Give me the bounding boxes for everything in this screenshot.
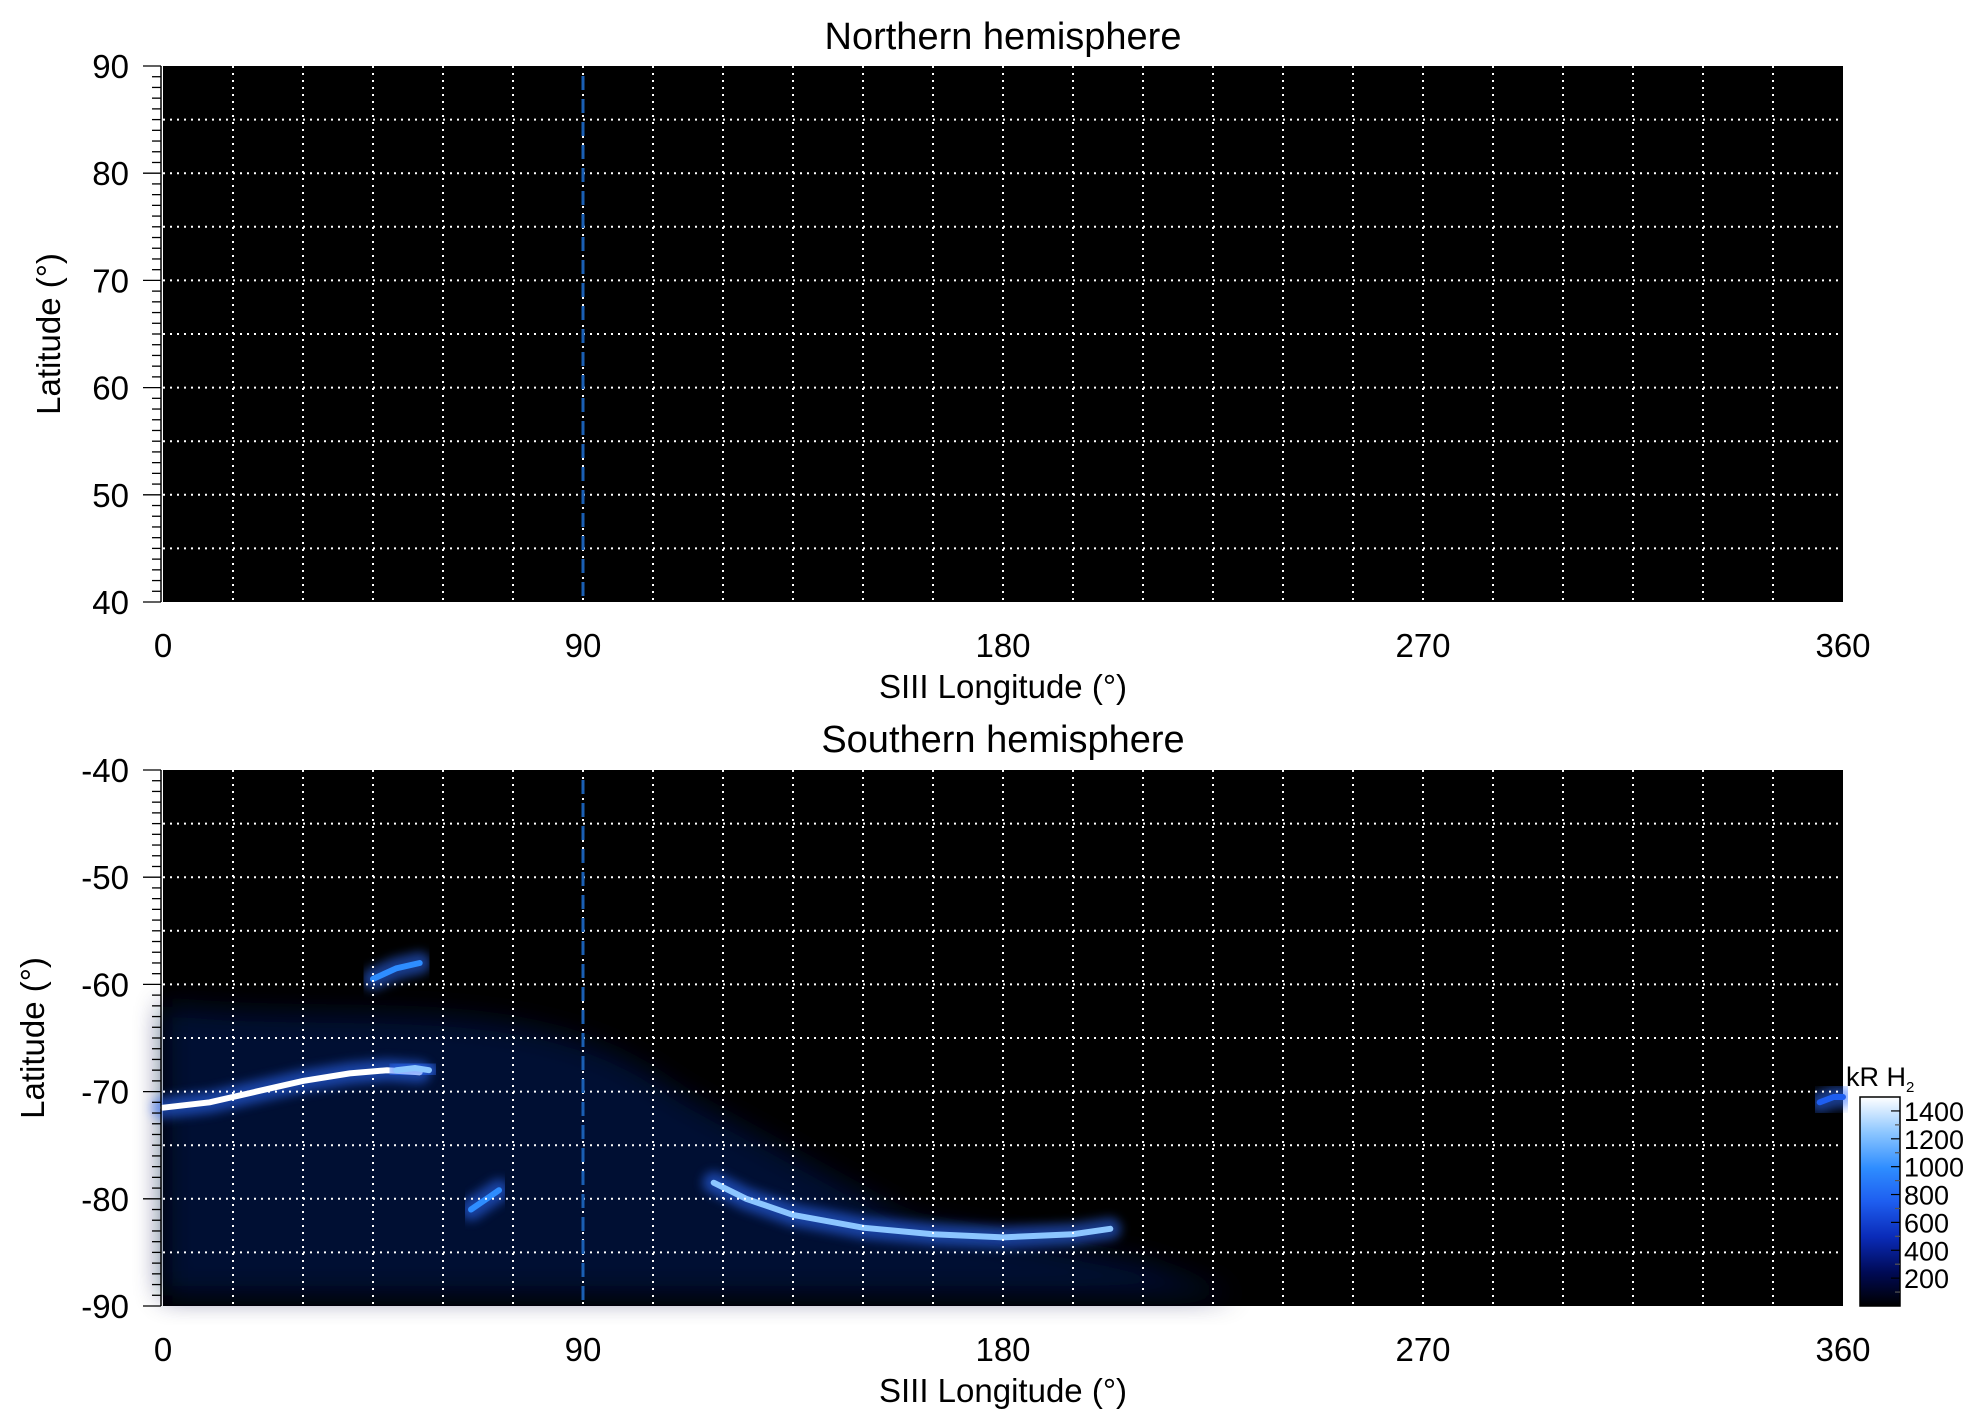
y-tick-label: 40 [92,584,129,621]
x-tick-label: 180 [975,627,1030,664]
grid-lines [163,66,1843,602]
chart-title: Southern hemisphere [821,719,1184,761]
x-axis-label: SIII Longitude (°) [879,668,1127,705]
x-tick-label: 0 [154,627,172,664]
y-axis-label: Latitude (°) [30,253,67,415]
x-tick-label: 90 [565,1331,602,1368]
x-tick-label: 90 [565,627,602,664]
y-tick-label: 80 [92,155,129,192]
colorbar-tick-label: 600 [1904,1208,1949,1238]
y-tick-label: 50 [92,477,129,514]
x-tick-label: 0 [154,1331,172,1368]
y-tick-label: -70 [81,1074,129,1111]
southern-hemisphere-panel: Southern hemisphere -90 -80 -70 -60 -50 -40 0… [14,719,1964,1409]
y-axis-ticks: -90 -80 -70 -60 -50 -40 [81,752,162,1325]
x-axis-label: SIII Longitude (°) [879,1372,1127,1409]
spot-80 [468,1187,502,1213]
y-tick-label: -40 [81,752,129,789]
colorbar-gradient [1859,1096,1901,1307]
y-tick-label: -50 [81,859,129,896]
colorbar-tick-label: 1200 [1904,1125,1964,1155]
y-tick-label: 90 [92,48,129,85]
y-tick-label: -90 [81,1288,129,1325]
colorbar-tick-label: 800 [1904,1181,1949,1211]
y-tick-label: -60 [81,966,129,1003]
x-axis-ticks: 0 90 180 270 360 [154,627,1871,664]
x-tick-label: 360 [1815,1331,1870,1368]
colorbar-tick-label: 1400 [1904,1097,1964,1127]
chart-title: Northern hemisphere [825,16,1182,58]
emission-layer [152,952,1854,1296]
y-tick-label: 60 [92,370,129,407]
edge-360 [1816,1094,1846,1106]
colorbar-tick-label: 200 [1904,1264,1949,1294]
x-tick-label: 180 [975,1331,1030,1368]
main-oval-arc-east [710,1179,1114,1241]
x-tick-label: 270 [1395,627,1450,664]
colorbar-unit-subscript: 2 [1906,1079,1914,1096]
y-axis-label: Latitude (°) [14,957,51,1119]
y-tick-label: -80 [81,1181,129,1218]
y-axis-ticks: 40 50 60 70 80 90 [92,48,162,621]
x-tick-label: 270 [1395,1331,1450,1368]
colorbar-tick-label: 400 [1904,1236,1949,1266]
colorbar-unit-label: kR H2 [1846,1062,1914,1096]
y-tick-label: 70 [92,262,129,299]
colorbar-tick-label: 1000 [1904,1153,1964,1183]
x-axis-ticks: 0 90 180 270 360 [154,1331,1871,1368]
spot-68 [393,1064,432,1074]
x-tick-label: 360 [1815,627,1870,664]
grid-lines [163,770,1843,1306]
northern-hemisphere-panel: Northern hemisphere 40 50 60 70 80 90 0 90 180 2… [30,16,1871,705]
spot-58 [370,960,423,982]
